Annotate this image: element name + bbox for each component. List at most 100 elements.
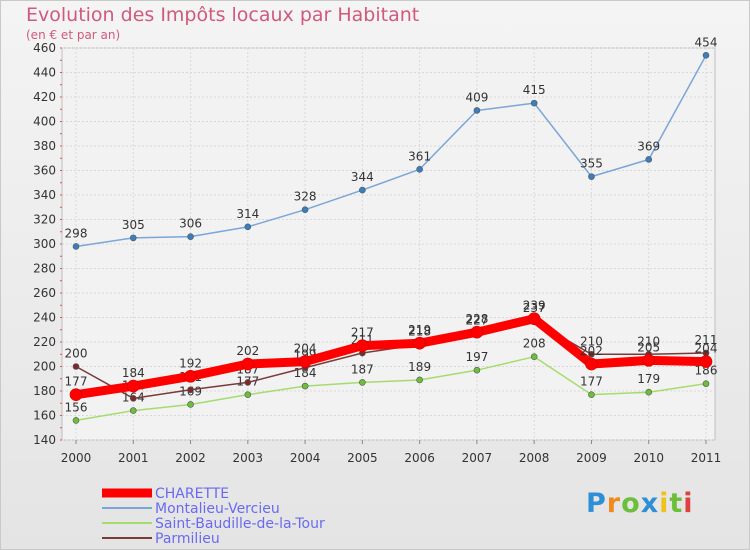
data-point (187, 233, 194, 240)
data-label: 355 (580, 157, 603, 171)
y-tick-label: 440 (33, 66, 56, 80)
data-label: 305 (122, 218, 145, 232)
data-label: 177 (580, 375, 603, 389)
data-point (301, 206, 309, 213)
data-label: 208 (523, 337, 546, 351)
data-label: 298 (65, 226, 88, 240)
y-tick-label: 240 (33, 311, 56, 325)
data-point (301, 382, 309, 390)
data-label: 204 (695, 342, 718, 356)
data-label: 328 (294, 190, 317, 204)
y-tick-label: 260 (33, 286, 56, 300)
data-point (356, 339, 369, 352)
logo-letter: P (586, 488, 607, 519)
data-point (588, 350, 595, 358)
data-label: 202 (236, 344, 259, 358)
data-point (416, 376, 423, 384)
data-label: 205 (637, 340, 660, 354)
data-label: 197 (465, 350, 488, 364)
data-point (72, 363, 80, 370)
data-label: 219 (408, 323, 431, 337)
data-label: 409 (465, 90, 488, 104)
x-tick-label: 2001 (118, 451, 149, 465)
y-tick-label: 160 (33, 409, 56, 423)
data-label: 218 (408, 324, 431, 338)
data-point (473, 107, 481, 114)
data-point (298, 355, 312, 368)
data-point (129, 407, 137, 414)
data-point (126, 379, 140, 393)
x-tick-label: 2009 (576, 451, 607, 465)
data-label: 211 (695, 333, 718, 347)
data-point (645, 156, 653, 163)
x-tick-label: 2007 (462, 451, 493, 465)
data-label: 177 (65, 375, 88, 389)
legend-label: Montalieu-Vercieu (155, 501, 280, 517)
y-tick-label: 460 (33, 41, 56, 55)
data-label: 237 (523, 301, 546, 315)
data-point (642, 354, 656, 367)
proxiti-logo: Proxiti (586, 488, 694, 519)
data-label: 228 (465, 312, 488, 326)
data-point (187, 386, 194, 394)
x-tick-label: 2000 (61, 451, 92, 465)
y-tick-label: 400 (33, 115, 56, 129)
data-label: 306 (179, 217, 202, 231)
chart-title: Evolution des Impôts locaux par Habitant (26, 4, 420, 26)
data-label: 361 (408, 149, 431, 163)
data-label: 217 (351, 326, 374, 340)
x-tick-label: 2006 (404, 451, 435, 465)
data-point (416, 165, 423, 173)
data-point (585, 357, 598, 371)
y-tick-label: 420 (33, 90, 56, 104)
data-point (702, 52, 710, 59)
data-label: 186 (695, 364, 718, 378)
x-tick-label: 2008 (519, 451, 550, 465)
y-tick-label: 380 (33, 139, 56, 153)
data-point (241, 357, 255, 371)
y-tick-label: 360 (33, 164, 56, 178)
x-tick-label: 2011 (691, 451, 722, 465)
data-point (530, 99, 538, 107)
data-point (187, 401, 194, 408)
data-label: 189 (408, 360, 431, 374)
data-label: 227 (465, 313, 488, 327)
data-label: 202 (580, 344, 603, 358)
y-tick-label: 220 (33, 335, 56, 349)
data-point (699, 355, 713, 368)
logo-letter: i (659, 488, 670, 519)
series-line-montalieu-vercieu (75, 54, 707, 248)
data-point (530, 353, 538, 361)
chart-subtitle: (en € et par an) (26, 28, 121, 42)
data-point (645, 388, 653, 396)
data-label: 192 (179, 356, 202, 370)
data-point (473, 366, 481, 374)
series-line-saint-baudille-de-la-tour (75, 355, 707, 422)
data-label: 184 (122, 366, 145, 380)
data-point (72, 243, 80, 250)
data-point (184, 369, 197, 383)
x-tick-label: 2002 (175, 451, 206, 465)
data-point (588, 173, 595, 180)
legend-label: Parmilieu (155, 531, 220, 547)
data-point (244, 379, 252, 386)
logo-letter: i (683, 488, 694, 519)
data-label: 369 (637, 139, 660, 153)
y-tick-label: 300 (33, 237, 56, 251)
y-tick-label: 200 (33, 360, 56, 374)
x-tick-label: 2003 (233, 451, 264, 465)
logo-letter: o (621, 488, 641, 519)
y-tick-label: 280 (33, 262, 56, 276)
logo-letter: t (669, 488, 684, 519)
data-label: 200 (65, 347, 88, 361)
data-label: 415 (523, 83, 546, 97)
data-point (470, 325, 484, 339)
data-point (129, 234, 137, 242)
x-tick-label: 2005 (347, 451, 378, 465)
x-tick-label: 2004 (290, 451, 321, 465)
data-point (359, 186, 366, 194)
data-point (72, 417, 80, 424)
data-point (527, 312, 541, 326)
legend-label: CHARETTE (155, 486, 229, 502)
